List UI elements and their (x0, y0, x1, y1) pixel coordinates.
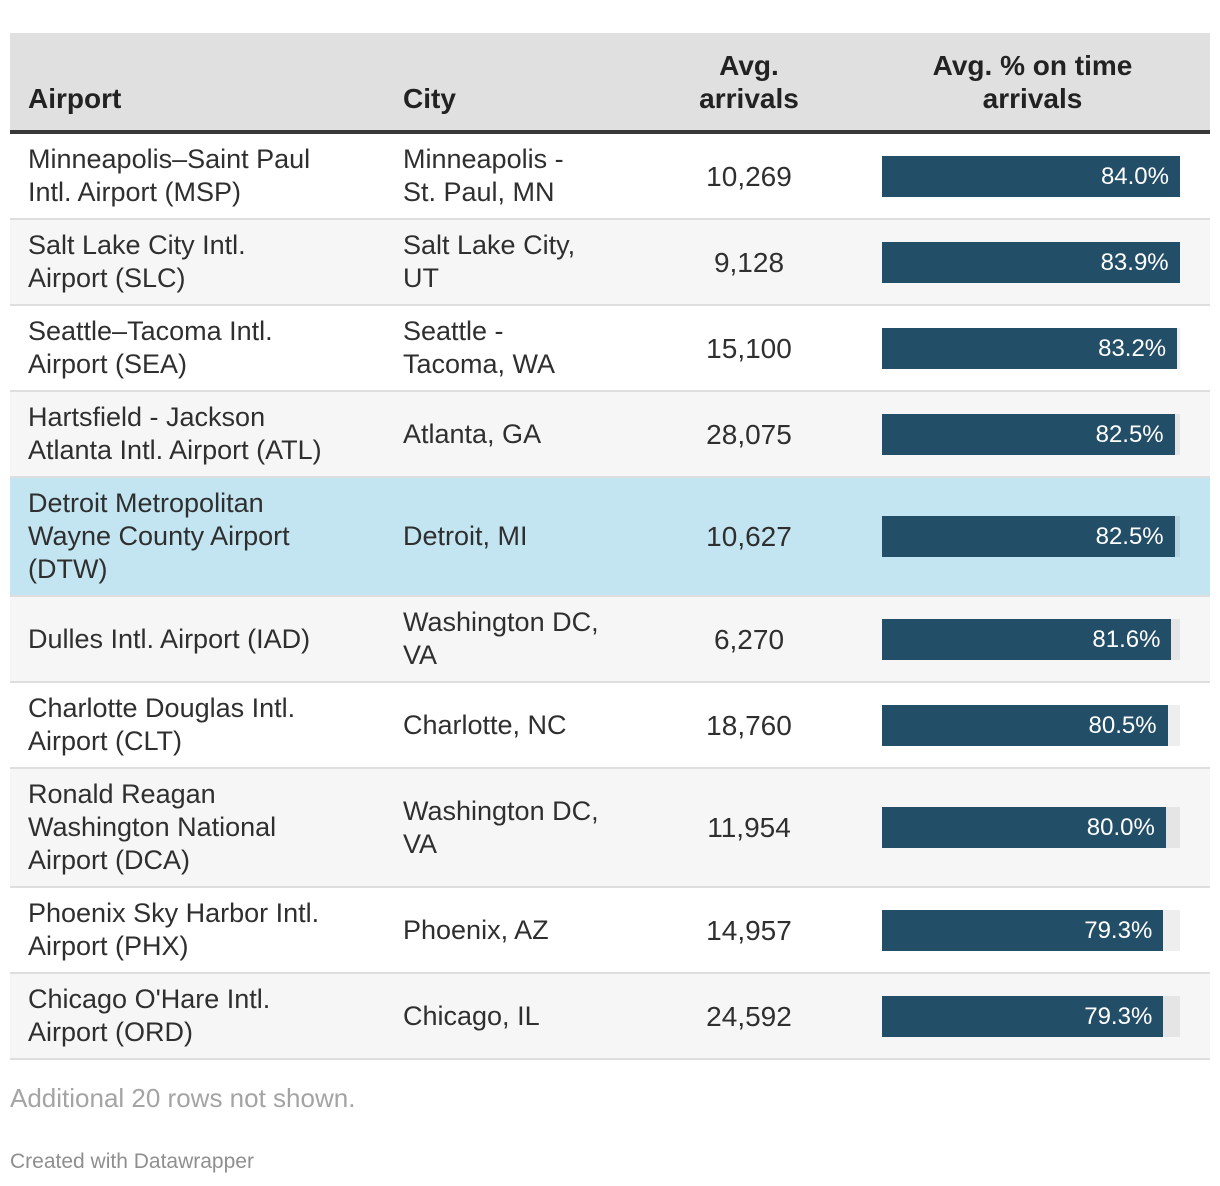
bar-track: 80.5% (882, 704, 1180, 746)
bar-track: 80.0% (882, 807, 1180, 848)
airport-cell: Seattle–Tacoma Intl. Airport (SEA) (10, 305, 390, 392)
airport-cell: Minneapolis–Saint Paul Intl. Airport (MS… (10, 132, 390, 220)
arrivals-cell: 28,075 (643, 391, 855, 478)
column-header-airport: Airport (10, 33, 390, 134)
ontime-bar: 83.2% (882, 327, 1178, 369)
bar-track: 79.3% (882, 995, 1180, 1037)
airports-table: Airport City Avg. arrivals Avg. % on tim… (10, 33, 1210, 1060)
table-body: Minneapolis–Saint Paul Intl. Airport (MS… (10, 132, 1210, 1060)
table-header: Airport City Avg. arrivals Avg. % on tim… (10, 33, 1210, 134)
table-row: Charlotte Douglas Intl. Airport (CLT) Ch… (10, 682, 1210, 769)
table-row: Ronald Reagan Washington National Airpor… (10, 768, 1210, 888)
arrivals-cell: 14,957 (643, 887, 855, 974)
ontime-bar-cell: 80.5% (855, 682, 1210, 769)
bar-track: 82.5% (882, 413, 1180, 455)
arrivals-cell: 9,128 (643, 219, 855, 306)
ontime-bar: 82.5% (882, 413, 1175, 455)
bar-track: 79.3% (882, 909, 1180, 951)
ontime-bar: 83.9% (882, 241, 1180, 283)
column-header-avg-arrivals: Avg. arrivals (643, 33, 855, 134)
ontime-bar: 80.0% (882, 807, 1166, 848)
ontime-bar-cell: 82.5% (855, 391, 1210, 478)
ontime-bar: 81.6% (882, 618, 1172, 660)
arrivals-cell: 10,627 (643, 477, 855, 597)
city-cell: Charlotte, NC (390, 682, 643, 769)
ontime-percent-label: 82.5% (1095, 420, 1164, 448)
ontime-percent-label: 81.6% (1092, 625, 1161, 653)
airport-cell: Detroit Metropolitan Wayne County Airpor… (10, 477, 390, 597)
arrivals-cell: 10,269 (643, 132, 855, 220)
arrivals-cell: 24,592 (643, 973, 855, 1060)
table-row: Detroit Metropolitan Wayne County Airpor… (10, 477, 1210, 597)
datawrapper-credit-link[interactable]: Created with Datawrapper (10, 1150, 254, 1173)
ontime-bar: 79.3% (882, 995, 1164, 1037)
city-cell: Detroit, MI (390, 477, 643, 597)
bar-track: 83.9% (882, 241, 1180, 283)
city-cell: Phoenix, AZ (390, 887, 643, 974)
ontime-bar-cell: 82.5% (855, 477, 1210, 597)
ontime-bar: 82.5% (882, 516, 1175, 557)
table-row: Minneapolis–Saint Paul Intl. Airport (MS… (10, 132, 1210, 220)
arrivals-cell: 15,100 (643, 305, 855, 392)
airport-cell: Salt Lake City Intl. Airport (SLC) (10, 219, 390, 306)
column-header-city: City (390, 33, 643, 134)
ontime-percent-label: 83.9% (1100, 248, 1169, 276)
table-row: Seattle–Tacoma Intl. Airport (SEA) Seatt… (10, 305, 1210, 392)
ontime-percent-label: 80.0% (1086, 814, 1155, 841)
ontime-percent-label: 79.3% (1084, 1002, 1153, 1030)
city-cell: Washington DC, VA (390, 596, 643, 683)
airport-cell: Phoenix Sky Harbor Intl. Airport (PHX) (10, 887, 390, 974)
airport-cell: Charlotte Douglas Intl. Airport (CLT) (10, 682, 390, 769)
table-row: Phoenix Sky Harbor Intl. Airport (PHX) P… (10, 887, 1210, 974)
table-row: Salt Lake City Intl. Airport (SLC) Salt … (10, 219, 1210, 306)
ontime-percent-label: 79.3% (1084, 916, 1153, 944)
bar-track: 84.0% (882, 155, 1180, 197)
ontime-bar-cell: 79.3% (855, 887, 1210, 974)
ontime-bar-cell: 79.3% (855, 973, 1210, 1060)
city-cell: Salt Lake City, UT (390, 219, 643, 306)
arrivals-cell: 6,270 (643, 596, 855, 683)
bar-track: 83.2% (882, 327, 1180, 369)
ontime-bar-cell: 84.0% (855, 132, 1210, 220)
airport-cell: Dulles Intl. Airport (IAD) (10, 596, 390, 683)
rows-not-shown-note: Additional 20 rows not shown. (10, 1083, 356, 1113)
table-row: Chicago O'Hare Intl. Airport (ORD) Chica… (10, 973, 1210, 1060)
ontime-percent-label: 84.0% (1100, 162, 1169, 190)
airport-cell: Ronald Reagan Washington National Airpor… (10, 768, 390, 888)
table-row: Dulles Intl. Airport (IAD) Washington DC… (10, 596, 1210, 683)
city-cell: Seattle - Tacoma, WA (390, 305, 643, 392)
city-cell: Chicago, IL (390, 973, 643, 1060)
ontime-bar-cell: 83.2% (855, 305, 1210, 392)
ontime-percent-label: 83.2% (1098, 334, 1167, 362)
ontime-bar-cell: 81.6% (855, 596, 1210, 683)
arrivals-cell: 11,954 (643, 768, 855, 888)
table-row: Hartsfield - Jackson Atlanta Intl. Airpo… (10, 391, 1210, 478)
header-row: Airport City Avg. arrivals Avg. % on tim… (10, 33, 1210, 134)
ontime-bar-cell: 83.9% (855, 219, 1210, 306)
arrivals-cell: 18,760 (643, 682, 855, 769)
ontime-bar-cell: 80.0% (855, 768, 1210, 888)
bar-track: 81.6% (882, 618, 1180, 660)
ontime-bar: 79.3% (882, 909, 1164, 951)
column-header-ontime-arrivals: Avg. % on time arrivals (855, 33, 1210, 134)
ontime-bar: 80.5% (882, 704, 1168, 746)
ontime-percent-label: 80.5% (1088, 711, 1157, 739)
airport-cell: Chicago O'Hare Intl. Airport (ORD) (10, 973, 390, 1060)
bar-track: 82.5% (882, 516, 1180, 557)
ontime-bar: 84.0% (882, 155, 1180, 197)
city-cell: Minneapolis - St. Paul, MN (390, 132, 643, 220)
ontime-percent-label: 82.5% (1095, 523, 1164, 550)
airport-cell: Hartsfield - Jackson Atlanta Intl. Airpo… (10, 391, 390, 478)
city-cell: Washington DC, VA (390, 768, 643, 888)
city-cell: Atlanta, GA (390, 391, 643, 478)
